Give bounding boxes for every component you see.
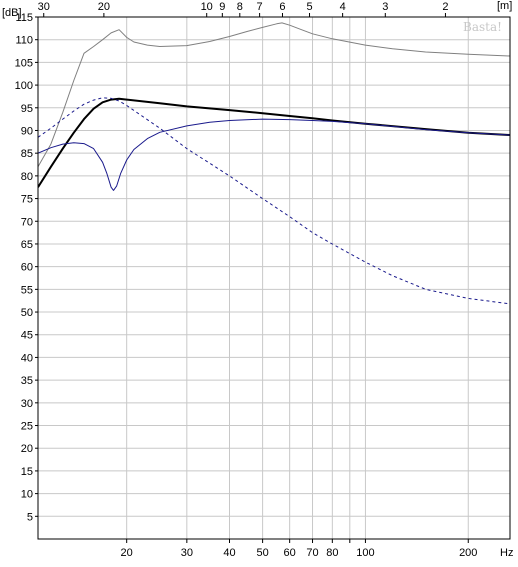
- y-tick-label: 40: [21, 352, 33, 364]
- top-axis-tick-labels: 30 20 10 9 8 7 6 5 4 3 2: [38, 1, 449, 13]
- y-tick-label: 95: [21, 103, 33, 115]
- y-tick-label: 115: [15, 12, 33, 24]
- series-line-3: [38, 118, 510, 191]
- top-tick-label: 7: [257, 1, 263, 13]
- y-tick-label: 30: [21, 398, 33, 410]
- y-tick-label: 105: [15, 57, 33, 69]
- y-tick-label: 50: [21, 307, 33, 319]
- top-tick-label: 10: [201, 1, 213, 13]
- x-tick-label: 20: [121, 547, 133, 559]
- series-line-4: [38, 97, 510, 305]
- x-axis-unit: Hz: [500, 547, 513, 559]
- x-tick-label: 40: [223, 547, 235, 559]
- top-tick-label: 2: [442, 1, 448, 13]
- x-tick-label: 30: [181, 547, 193, 559]
- top-tick-label: 30: [38, 1, 50, 13]
- top-tick-label: 4: [340, 1, 346, 13]
- top-tick-label: 9: [219, 1, 225, 13]
- y-tick-label: 100: [15, 80, 33, 92]
- top-tick-label: 6: [279, 1, 285, 13]
- y-axis-unit: [dB]: [2, 7, 22, 19]
- brand-watermark: Basta!: [463, 20, 502, 34]
- y-tick-label: 70: [21, 216, 33, 228]
- y-tick-label: 75: [21, 194, 33, 206]
- y-tick-label: 85: [21, 148, 33, 160]
- y-tick-label: 45: [21, 330, 33, 342]
- y-tick-label: 20: [21, 443, 33, 455]
- x-tick-label: 100: [356, 547, 374, 559]
- y-tick-label: 110: [15, 35, 33, 47]
- y-tick-label: 80: [21, 171, 33, 183]
- y-axis-tick-labels: 5 10 15 20 25 30 35 40 45 50 55 60 65 70 75 80 85 90 95 100…: [15, 12, 33, 523]
- y-tick-label: 65: [21, 239, 33, 251]
- top-tick-label: 20: [98, 1, 110, 13]
- x-tick-label: 70: [306, 547, 318, 559]
- x-tick-label: 50: [256, 547, 268, 559]
- top-tick-label: 8: [237, 1, 243, 13]
- y-tick-label: 90: [21, 125, 33, 137]
- y-tick-label: 55: [21, 284, 33, 296]
- x-tick-label: 60: [284, 547, 296, 559]
- response-curves: [38, 22, 510, 305]
- series-line-1: [38, 22, 510, 168]
- y-tick-label: 15: [21, 466, 33, 478]
- top-axis-unit: [m]: [497, 0, 512, 12]
- plot-frame: [37, 16, 511, 540]
- y-tick-label: 60: [21, 262, 33, 274]
- y-tick-label: 25: [21, 421, 33, 433]
- top-tick-label: 5: [306, 1, 312, 13]
- y-tick-label: 10: [21, 489, 33, 501]
- x-tick-label: 200: [459, 547, 477, 559]
- top-tick-label: 3: [382, 1, 388, 13]
- y-tick-label: 35: [21, 375, 33, 387]
- y-tick-label: 5: [27, 511, 33, 523]
- x-tick-label: 80: [326, 547, 338, 559]
- x-axis-tick-labels: 20 30 40 50 60 70 80 100 200: [121, 547, 478, 559]
